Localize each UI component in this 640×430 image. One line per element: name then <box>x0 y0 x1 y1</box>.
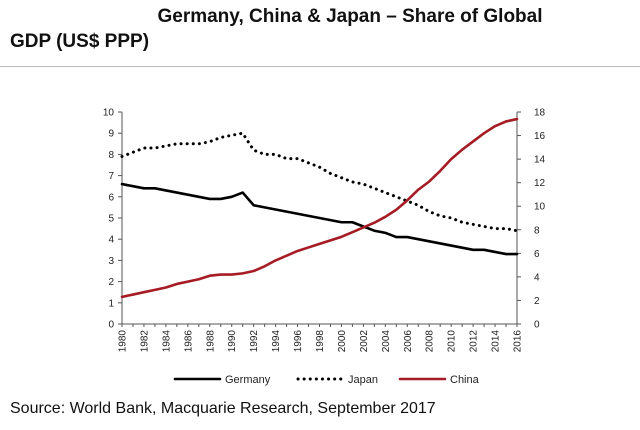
x-tick-label: 2016 <box>513 330 524 353</box>
y-right-tick-label: 2 <box>534 296 540 307</box>
x-tick-label: 1992 <box>249 330 260 353</box>
y-left-tick-label: 9 <box>108 129 114 140</box>
y-right-tick-label: 12 <box>534 178 546 189</box>
y-left-tick-label: 1 <box>108 298 114 309</box>
x-tick-label: 2012 <box>469 330 480 353</box>
y-right-tick-label: 16 <box>534 131 546 142</box>
x-tick-label: 2000 <box>337 330 348 353</box>
x-tick-label: 2002 <box>359 330 370 353</box>
chart-title-line-2: GDP (US$ PPP) <box>10 31 150 52</box>
series-line-germany <box>120 182 519 256</box>
x-tick-label: 1984 <box>161 330 172 353</box>
x-tick-label: 1996 <box>293 330 304 353</box>
y-right-tick-label: 0 <box>534 320 540 331</box>
x-tick-label: 1980 <box>118 330 129 353</box>
x-tick-label: 1988 <box>205 330 216 353</box>
legend-label-japan: Japan <box>348 374 378 386</box>
y-left-tick-label: 6 <box>108 192 114 203</box>
x-tick-label: 1986 <box>183 330 194 353</box>
series-line-japan <box>120 131 519 233</box>
x-tick-label: 2006 <box>403 330 414 353</box>
y-right-tick-label: 8 <box>534 225 540 236</box>
y-left-tick-label: 7 <box>108 171 114 182</box>
x-tick-label: 2004 <box>381 330 392 353</box>
x-tick-label: 2008 <box>425 330 436 353</box>
y-right-tick-label: 14 <box>534 155 546 166</box>
chart-title-line-1: Germany, China & Japan – Share of Global <box>157 6 543 27</box>
x-tick-label: 2010 <box>447 330 458 353</box>
y-left-tick-label: 3 <box>108 256 114 267</box>
y-left-tick-label: 8 <box>108 150 114 161</box>
x-tick-label: 1998 <box>315 330 326 353</box>
y-right-tick-label: 6 <box>534 249 540 260</box>
source-note: Source: World Bank, Macquarie Research, … <box>10 400 436 417</box>
y-left-tick-label: 10 <box>103 108 115 119</box>
y-right-tick-label: 4 <box>534 272 540 283</box>
y-right-tick-label: 18 <box>534 108 546 119</box>
x-tick-label: 1994 <box>271 330 282 353</box>
x-tick-label: 2014 <box>491 330 502 353</box>
y-left-tick-label: 4 <box>108 235 114 246</box>
legend-label-china: China <box>450 374 480 386</box>
title-divider <box>0 66 640 67</box>
y-left-tick-label: 0 <box>108 320 114 331</box>
y-left-tick-label: 5 <box>108 214 114 225</box>
x-tick-label: 1982 <box>139 330 150 353</box>
legend-label-germany: Germany <box>225 374 271 386</box>
y-right-tick-label: 10 <box>534 202 546 213</box>
chart-title: Germany, China & Japan – Share of Global… <box>0 4 640 54</box>
y-left-tick-label: 2 <box>108 277 114 288</box>
x-tick-label: 1990 <box>227 330 238 353</box>
series-line-china <box>120 117 519 299</box>
